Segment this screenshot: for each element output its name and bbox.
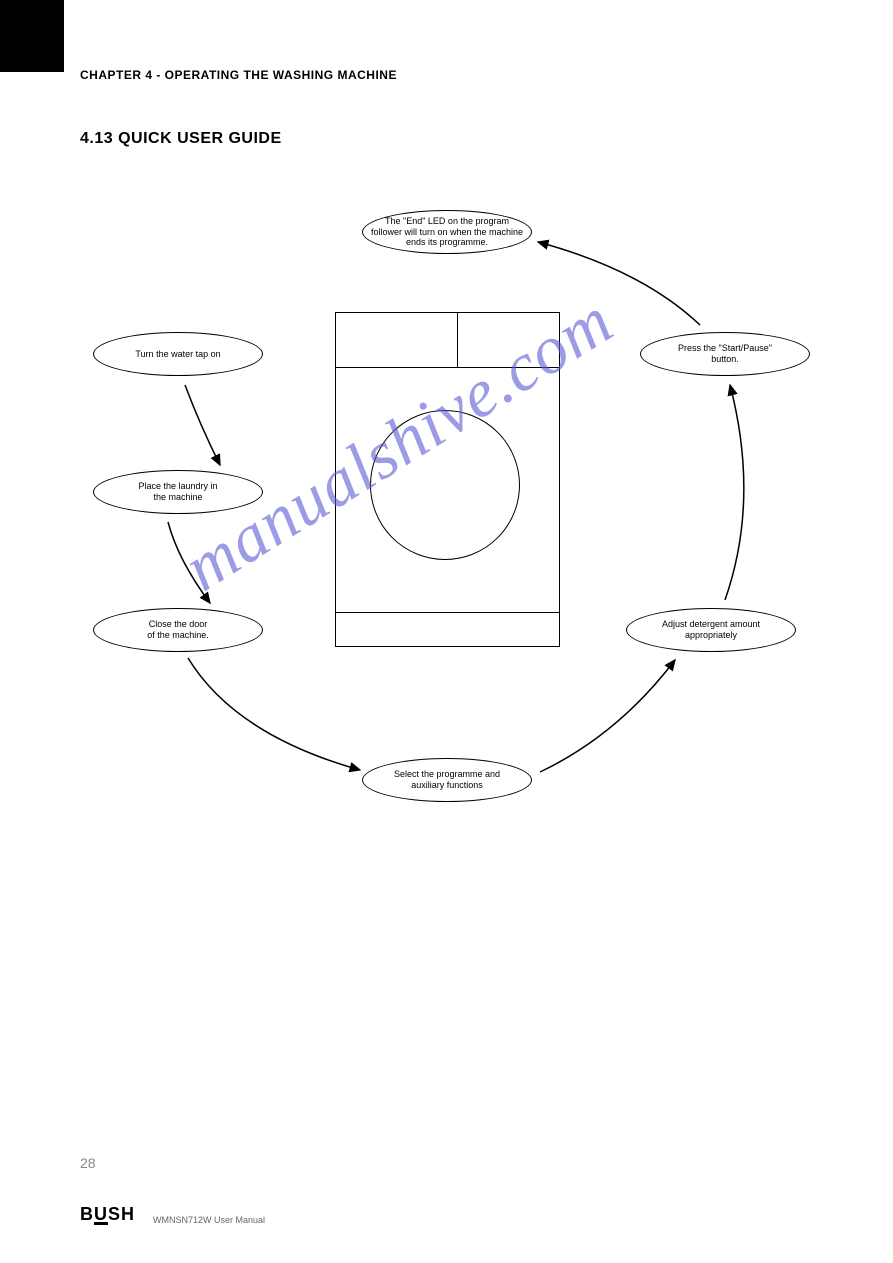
flow-node-label: Turn the water tap on bbox=[129, 349, 226, 360]
flow-node-select-prog: Select the programme andauxiliary functi… bbox=[362, 758, 532, 802]
flow-node-load-laundry: Place the laundry inthe machine bbox=[93, 470, 263, 514]
chapter-heading: CHAPTER 4 - OPERATING THE WASHING MACHIN… bbox=[80, 68, 397, 82]
flow-edge-select-prog-to-add-detergent bbox=[540, 660, 675, 772]
flow-node-press-start: Press the "Start/Pause"button. bbox=[640, 332, 810, 376]
washer-base-line-icon bbox=[335, 612, 560, 613]
flow-edge-close-door-to-select-prog bbox=[188, 658, 360, 770]
flow-node-label: Place the laundry inthe machine bbox=[132, 481, 223, 503]
flow-node-ellipse: Press the "Start/Pause"button. bbox=[640, 332, 810, 376]
quick-user-guide-diagram: Turn the water tap on Place the laundry i… bbox=[60, 190, 830, 910]
washer-drawer-icon bbox=[336, 313, 458, 367]
flow-node-ellipse: Turn the water tap on bbox=[93, 332, 263, 376]
washer-drum-icon bbox=[370, 410, 520, 560]
flow-node-label: Press the "Start/Pause"button. bbox=[672, 343, 778, 365]
washer-top-panel-icon bbox=[335, 312, 560, 368]
flow-node-add-detergent: Adjust detergent amountappropriately bbox=[626, 608, 796, 652]
flow-edge-turn-on-to-load-laundry bbox=[185, 385, 220, 465]
flow-node-ellipse: Place the laundry inthe machine bbox=[93, 470, 263, 514]
flow-edge-add-detergent-to-press-start bbox=[725, 385, 744, 600]
flow-node-turn-on: Turn the water tap on bbox=[93, 332, 263, 376]
section-title: 4.13 QUICK USER GUIDE bbox=[80, 130, 282, 148]
flow-node-ellipse: Adjust detergent amountappropriately bbox=[626, 608, 796, 652]
page-footer: BUSH WMNSN712W User Manual bbox=[80, 1204, 265, 1225]
flow-node-label: Select the programme andauxiliary functi… bbox=[388, 769, 506, 791]
page-side-tab bbox=[0, 0, 64, 72]
flow-node-label: Close the doorof the machine. bbox=[141, 619, 215, 641]
flow-node-end: The "End" LED on the program follower wi… bbox=[362, 210, 532, 254]
page-number: 28 bbox=[80, 1155, 96, 1171]
flow-node-ellipse: The "End" LED on the program follower wi… bbox=[362, 210, 532, 254]
flow-node-label: Adjust detergent amountappropriately bbox=[656, 619, 766, 641]
flow-node-ellipse: Select the programme andauxiliary functi… bbox=[362, 758, 532, 802]
brand-logo: BUSH bbox=[80, 1204, 135, 1225]
flow-node-ellipse: Close the doorof the machine. bbox=[93, 608, 263, 652]
flow-edge-load-laundry-to-close-door bbox=[168, 522, 210, 603]
flow-node-label: The "End" LED on the program follower wi… bbox=[363, 216, 531, 248]
flow-edge-press-start-to-end bbox=[538, 242, 700, 325]
flow-node-close-door: Close the doorof the machine. bbox=[93, 608, 263, 652]
footer-manual-title: WMNSN712W User Manual bbox=[153, 1215, 265, 1225]
